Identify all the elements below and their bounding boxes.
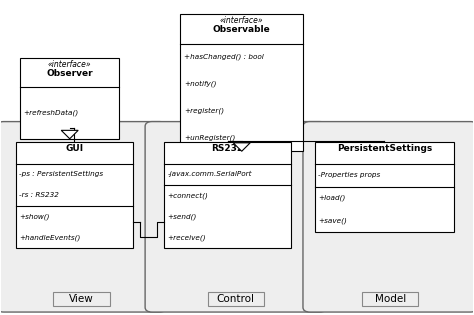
Text: PersistentSettings: PersistentSettings: [337, 144, 432, 153]
Text: Control: Control: [217, 294, 255, 304]
FancyBboxPatch shape: [145, 122, 327, 312]
Text: GUI: GUI: [65, 144, 83, 153]
Text: +send(): +send(): [167, 213, 197, 220]
Text: +show(): +show(): [19, 213, 49, 220]
FancyBboxPatch shape: [53, 292, 110, 306]
Text: +refreshData(): +refreshData(): [24, 110, 79, 116]
Text: +register(): +register(): [184, 107, 224, 114]
Text: -ps : PersistentSettings: -ps : PersistentSettings: [19, 171, 103, 177]
Polygon shape: [61, 130, 78, 139]
Text: Model: Model: [374, 294, 406, 304]
Text: «interface»: «interface»: [48, 60, 91, 69]
Text: +receive(): +receive(): [167, 234, 206, 241]
Text: RS232: RS232: [211, 144, 244, 153]
Text: +handleEvents(): +handleEvents(): [19, 234, 80, 241]
Text: «interface»: «interface»: [220, 16, 264, 26]
Text: Observable: Observable: [213, 25, 271, 34]
FancyBboxPatch shape: [20, 58, 119, 139]
Text: +hasChanged() : bool: +hasChanged() : bool: [184, 54, 264, 60]
Text: +save(): +save(): [318, 218, 347, 224]
Text: View: View: [69, 294, 94, 304]
FancyBboxPatch shape: [0, 122, 166, 312]
FancyBboxPatch shape: [303, 122, 474, 312]
Text: +connect(): +connect(): [167, 192, 208, 199]
Text: Observer: Observer: [46, 69, 93, 78]
FancyBboxPatch shape: [362, 292, 419, 306]
FancyBboxPatch shape: [208, 292, 264, 306]
Polygon shape: [233, 143, 250, 151]
FancyBboxPatch shape: [16, 142, 133, 248]
Text: +load(): +load(): [318, 195, 346, 201]
Text: +unRegister(): +unRegister(): [184, 135, 235, 141]
Text: -rs : RS232: -rs : RS232: [19, 192, 59, 198]
Text: -javax.comm.SerialPort: -javax.comm.SerialPort: [167, 171, 252, 177]
FancyBboxPatch shape: [315, 142, 454, 232]
Text: +notify(): +notify(): [184, 81, 216, 87]
FancyBboxPatch shape: [181, 14, 303, 151]
FancyBboxPatch shape: [164, 142, 291, 248]
Text: -Properties props: -Properties props: [318, 172, 380, 178]
